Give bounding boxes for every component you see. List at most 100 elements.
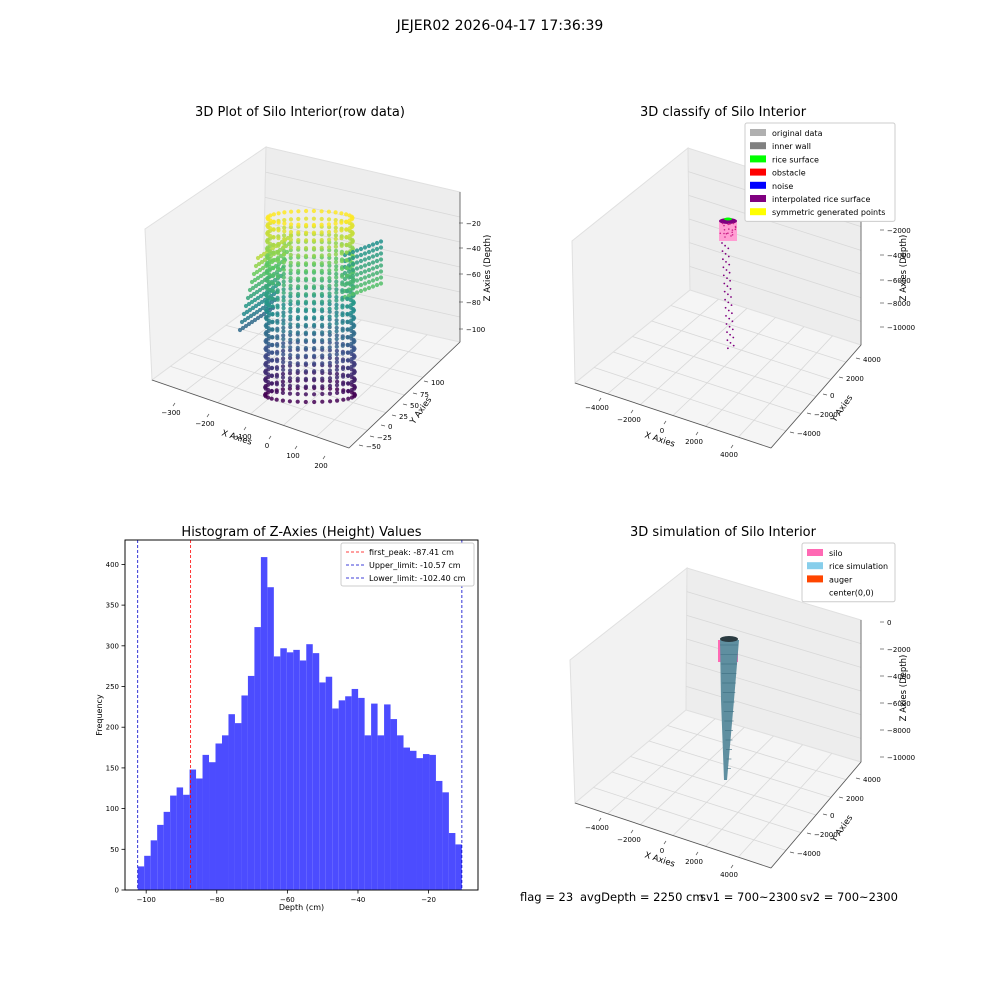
raw-point — [275, 382, 279, 386]
z-tick-label: 0 — [887, 619, 891, 627]
raw-point — [289, 253, 293, 257]
hist-bar — [410, 751, 416, 890]
raw-point — [281, 314, 285, 318]
raw-point — [276, 305, 280, 309]
hist-bar — [300, 660, 306, 890]
y-tick-label: 50 — [110, 846, 119, 854]
hist-bar — [170, 796, 176, 890]
y-tick-label-tick — [823, 814, 827, 815]
raw-point — [276, 275, 280, 279]
raw-point — [334, 298, 338, 302]
legend-label: Upper_limit: -10.57 cm — [369, 561, 461, 570]
raw-point — [281, 368, 285, 372]
raw-point — [339, 228, 343, 232]
auger-point — [729, 334, 731, 336]
auger-point — [728, 264, 730, 266]
legend-label: first_peak: -87.41 cm — [369, 548, 454, 557]
raw-point — [347, 269, 351, 273]
chart-title: 3D classify of Silo Interior — [640, 105, 807, 120]
raw-point — [367, 268, 371, 272]
legend-label: inner wall — [772, 142, 811, 151]
raw-point — [375, 247, 379, 251]
raw-point — [327, 238, 331, 242]
auger-point — [727, 302, 729, 304]
x-tick-label: −20 — [421, 896, 436, 904]
legend-label: interpolated rice surface — [772, 195, 870, 204]
raw-point — [363, 257, 367, 261]
raw-point — [334, 314, 338, 318]
z-axis-label: Z Axies (Depth) — [899, 235, 909, 302]
hist-bar — [196, 778, 202, 890]
legend-label: original data — [772, 129, 823, 138]
z-tick-label: −100 — [466, 326, 485, 334]
auger-point — [726, 277, 728, 279]
y-tick-label-tick — [807, 413, 811, 414]
raw-point — [375, 271, 379, 275]
silo-point — [727, 232, 729, 234]
raw-point — [304, 277, 308, 281]
raw-point — [346, 343, 350, 347]
raw-point — [345, 304, 349, 308]
hist-bar — [404, 748, 410, 890]
raw-point — [275, 367, 279, 371]
auger-point — [727, 285, 729, 287]
raw-point — [267, 342, 271, 346]
z-tick-label: −80 — [466, 299, 481, 307]
raw-point — [346, 350, 350, 354]
raw-point — [327, 217, 331, 221]
y-tick-label: 150 — [106, 764, 119, 772]
raw-point — [351, 292, 355, 296]
raw-point — [363, 287, 367, 291]
hist-bar — [248, 676, 254, 890]
raw-point — [281, 375, 285, 379]
hist-bar — [177, 787, 183, 890]
raw-point — [288, 315, 292, 319]
raw-point — [341, 321, 345, 325]
auger-point — [729, 326, 731, 328]
raw-point — [363, 245, 367, 249]
raw-point — [304, 269, 308, 273]
raw-point — [355, 284, 359, 288]
raw-point — [304, 338, 308, 342]
raw-point — [341, 359, 345, 363]
y-tick-label: −4000 — [797, 850, 821, 858]
raw-point — [270, 366, 274, 370]
raw-point — [275, 321, 279, 325]
raw-point — [345, 297, 349, 301]
hist-bar — [293, 650, 299, 890]
raw-point — [282, 291, 286, 295]
raw-point — [276, 267, 280, 271]
z-tick-label: −10000 — [887, 754, 915, 762]
raw-point — [289, 261, 293, 265]
raw-point — [320, 277, 324, 281]
x-tick-label: −2000 — [617, 836, 641, 844]
x-axis-label: Depth (cm) — [279, 903, 324, 912]
raw-point — [296, 217, 300, 221]
x-tick-mark — [696, 432, 698, 435]
raw-point — [344, 235, 348, 239]
raw-point — [371, 260, 375, 264]
raw-point — [304, 385, 308, 389]
z-tick-label: −40 — [466, 245, 481, 253]
hist-bar — [209, 762, 215, 890]
raw-point — [320, 369, 324, 373]
raw-point — [296, 377, 300, 381]
y-tick-label: 400 — [106, 561, 119, 569]
auger-point — [730, 296, 732, 298]
legend-label: silo — [829, 549, 843, 558]
y-tick-label-tick — [392, 415, 396, 416]
raw-point — [272, 227, 276, 231]
z-axis-label: Z Axies (Depth) — [899, 655, 909, 722]
raw-point — [304, 254, 308, 258]
raw-point — [289, 234, 293, 238]
raw-point — [304, 315, 308, 319]
raw-point — [320, 377, 324, 381]
raw-point — [346, 366, 350, 370]
raw-point — [288, 330, 292, 334]
x-tick-mark — [599, 818, 601, 821]
raw-point — [363, 275, 367, 279]
raw-point — [281, 399, 285, 403]
raw-point — [270, 343, 274, 347]
raw-point — [349, 303, 353, 307]
raw-point — [288, 307, 292, 311]
